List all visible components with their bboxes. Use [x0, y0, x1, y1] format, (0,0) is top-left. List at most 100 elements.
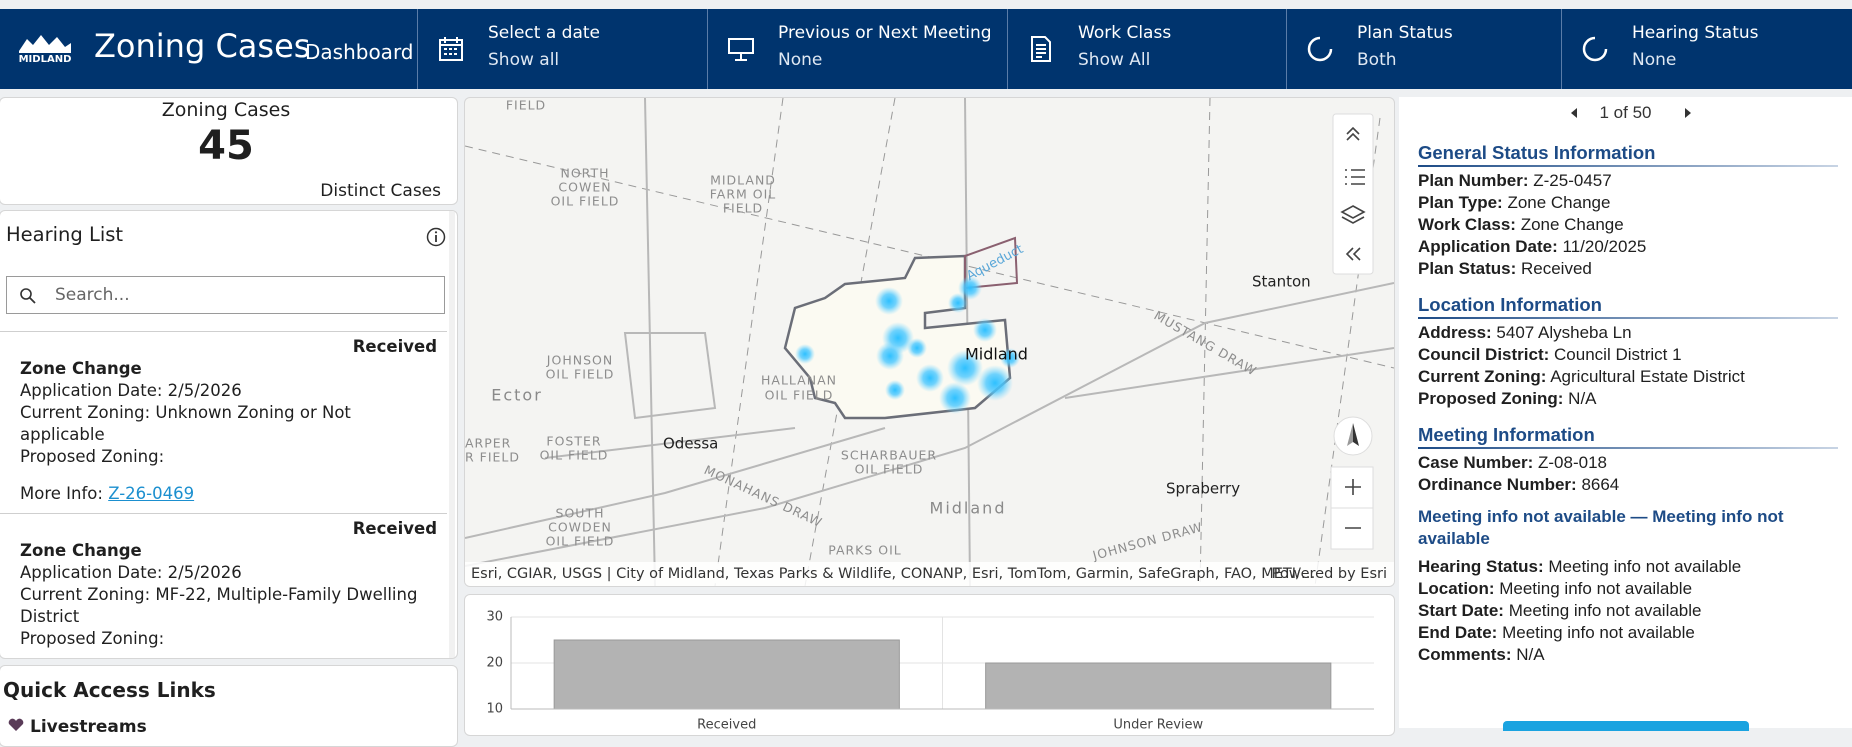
field: Proposed Zoning: N/A — [1418, 388, 1838, 410]
field-label: Case Number: — [1418, 453, 1534, 472]
attribution-bar — [465, 562, 1394, 586]
expand-button[interactable] — [1345, 247, 1361, 261]
map-widgets — [1330, 113, 1374, 550]
field-value: Zone Change — [1520, 215, 1624, 234]
field-value: 5407 Alysheba Ln — [1496, 323, 1632, 342]
field-value: Z-08-018 — [1538, 453, 1607, 472]
note-fields: Hearing Status: Meeting info not availab… — [1418, 556, 1838, 666]
field-value: Z-25-0457 — [1533, 171, 1612, 190]
map-label: FIELD — [723, 201, 763, 216]
legend-button[interactable] — [1345, 169, 1365, 185]
roads — [465, 98, 1394, 586]
section: General Status Information Plan Number: Z… — [1418, 142, 1838, 280]
map-label: FIELD — [506, 98, 546, 113]
indicator-title: Zoning Cases — [161, 99, 291, 121]
zoom-in[interactable] — [1345, 479, 1361, 495]
item-status: Received — [352, 337, 437, 356]
section-fields: Plan Number: Z-25-0457 Plan Type: Zone Ch… — [1418, 170, 1838, 280]
field: Plan Type: Zone Change — [1418, 192, 1838, 214]
chart-card: 10 20 30 Received Under Review — [464, 594, 1395, 736]
hearing-items: Received Zone Change Application Date: 2/5… — [0, 331, 447, 658]
heat-points — [795, 276, 1020, 414]
field-label: Start Date: — [1418, 601, 1504, 620]
widget-bar — [1332, 113, 1374, 275]
field-value: Agricultural Estate District — [1550, 367, 1745, 386]
header-item-label[interactable]: Select a date — [488, 23, 601, 43]
map-label: NORTH — [560, 166, 609, 181]
map-label: PARKS OIL — [828, 543, 902, 558]
collapse-button[interactable] — [1346, 126, 1360, 141]
y-tick-label: 10 — [486, 702, 503, 717]
scrollbar — [449, 211, 455, 658]
field-label: Plan Type: — [1418, 193, 1503, 212]
header-item-value: Both — [1357, 50, 1397, 70]
field-value: 11/20/2025 — [1562, 237, 1647, 256]
map-label: OIL FIELD — [765, 388, 834, 403]
next-button[interactable] — [1681, 105, 1695, 121]
header-item-label[interactable]: Previous or Next Meeting — [778, 23, 992, 43]
field-label: Application Date: — [1418, 237, 1558, 256]
field-value: Received — [1520, 259, 1592, 278]
field-label: Address: — [1418, 323, 1492, 342]
field: Application Date: 11/20/2025 — [1418, 236, 1838, 258]
field-label: Comments: — [1418, 645, 1512, 664]
item-line: Proposed Zoning: — [20, 629, 165, 648]
page: Zoning Cases Dashboard {"header":{"logo"… — [0, 9, 1852, 747]
field-value: Meeting info not available — [1548, 557, 1742, 576]
prev-button[interactable] — [1567, 105, 1581, 121]
map-label: JOHNSON — [546, 353, 613, 368]
header-item-label[interactable]: Plan Status — [1357, 23, 1453, 43]
field: Current Zoning: Agricultural Estate Dist… — [1418, 366, 1838, 388]
case-link[interactable]: Z-26-0469 — [108, 484, 195, 503]
map-label: ARPER — [465, 436, 511, 451]
section: Meeting Information Case Number: Z-08-018… — [1418, 424, 1838, 666]
section-title: Meeting Information — [1418, 424, 1838, 449]
header: MIDLAND Zoning Cases Dashboard Select a … — [0, 9, 1852, 89]
map-label: Odessa — [663, 435, 718, 453]
info-icon[interactable] — [425, 226, 447, 248]
field-label: Work Class: — [1418, 215, 1516, 234]
section-title: Location Information — [1418, 294, 1838, 319]
logo-mark — [19, 35, 71, 53]
field-label: Plan Status: — [1418, 259, 1517, 278]
more-label: More Info: — [20, 484, 103, 503]
field-label: Proposed Zoning: — [1418, 389, 1564, 408]
field-label: Plan Number: — [1418, 171, 1529, 190]
chart: 10 20 30 Received Under Review — [486, 610, 1374, 733]
search-placeholder: Search... — [55, 285, 130, 305]
quick-link[interactable]: Livestreams — [30, 717, 147, 737]
map-label: OIL FIELD — [551, 194, 620, 209]
header-item-label[interactable]: Hearing Status — [1632, 23, 1759, 43]
item-line: Current Zoning: MF-22, Multiple-Family D… — [20, 585, 418, 626]
header-subtitle: Dashboard — [305, 40, 414, 64]
header-divider — [1561, 9, 1562, 89]
field-label: End Date: — [1418, 623, 1498, 642]
quick-links-card: Quick Access Links Livestreams — [0, 665, 458, 747]
hearing-title: Hearing List — [6, 223, 124, 246]
bar — [985, 662, 1332, 710]
field-value: Meeting info not available — [1508, 601, 1702, 620]
field: Address: 5407 Alysheba Ln — [1418, 322, 1838, 344]
header-divider — [707, 9, 708, 89]
map-label: JOHNSON DRAW — [1090, 519, 1204, 563]
field-value: N/A — [1516, 645, 1545, 664]
search-box[interactable]: Search... — [6, 276, 445, 314]
item-status: Received — [352, 519, 437, 538]
map[interactable]: FIELD NORTH COWEN OIL FIELD MIDLAND FARM OIL F… — [464, 97, 1395, 587]
field: Case Number: Z-08-018 — [1418, 452, 1838, 474]
header-item-label[interactable]: Work Class — [1078, 23, 1172, 43]
indicator-caption: Distinct Cases — [320, 181, 441, 201]
indicator-card: Zoning Cases 45 Distinct Cases — [0, 97, 458, 205]
action-button[interactable] — [1503, 721, 1749, 731]
header-item-value: Show all — [488, 50, 560, 70]
item-line: Proposed Zoning: — [20, 447, 165, 466]
hearing-item: Received Zone Change Application Date: 2/5… — [0, 514, 447, 658]
section: Location Information Address: 5407 Alyshe… — [1418, 294, 1838, 410]
map-label: COWDEN — [548, 520, 612, 535]
layers-button[interactable] — [1340, 205, 1366, 224]
field: Ordinance Number: 8664 — [1418, 474, 1838, 496]
field-value: Council District 1 — [1554, 345, 1682, 364]
quick-links-title: Quick Access Links — [3, 678, 216, 702]
header-item-value: None — [1632, 50, 1677, 70]
